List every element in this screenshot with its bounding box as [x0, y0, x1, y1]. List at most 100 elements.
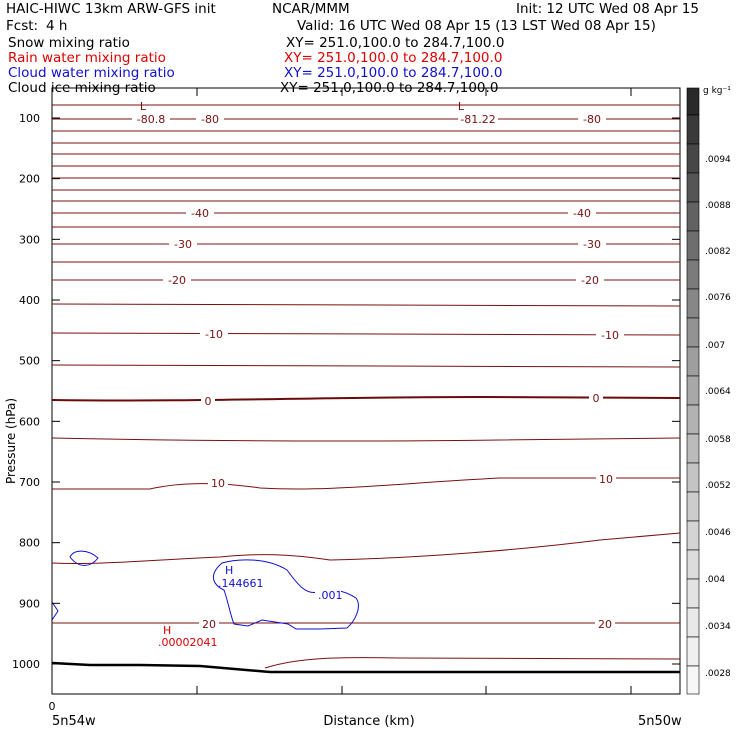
cloud-contour — [51, 601, 59, 621]
field-xy-snow: XY= 251.0,100.0 to 284.7,100.0 — [286, 35, 505, 51]
init-time: Init: 12 UTC Wed 08 Apr 15 — [516, 1, 699, 17]
rain-high-marker: H — [163, 624, 171, 637]
y-tick-label: 700 — [19, 476, 40, 489]
colorbar-seg — [686, 607, 700, 638]
contour-line — [51, 532, 681, 564]
colorbar-seg — [686, 520, 700, 551]
field-name-rain: Rain water mixing ratio — [8, 50, 166, 66]
x-right-location: 5n50w — [638, 714, 682, 729]
colorbar-seg — [686, 172, 700, 203]
forecast-label: Fcst: — [6, 18, 39, 34]
colorbar-seg — [686, 375, 700, 406]
low-marker: L — [458, 100, 465, 113]
colorbar-tick-label: .0094 — [705, 155, 731, 165]
contour-line — [51, 303, 681, 307]
colorbar-seg — [686, 636, 700, 667]
colorbar-tick-label: .0076 — [705, 293, 731, 303]
colorbar-seg — [686, 87, 700, 116]
contour-label: -10 — [601, 329, 619, 342]
cloud-contour — [69, 550, 99, 566]
colorbar-seg — [686, 259, 700, 290]
colorbar-seg — [686, 549, 700, 580]
contour-label: 0 — [205, 395, 212, 408]
contour-label: -40 — [573, 207, 591, 220]
colorbar-seg — [686, 462, 700, 493]
contour-label: -30 — [583, 238, 601, 251]
low-marker: L — [140, 100, 147, 113]
field-name-snow: Snow mixing ratio — [8, 35, 130, 51]
colorbar-tick-label: .0034 — [705, 622, 731, 632]
contour-label: 10 — [599, 473, 613, 486]
colorbar-tick-label: .0082 — [705, 247, 731, 257]
plot-frame — [51, 87, 681, 695]
contour-label: -80 — [583, 113, 601, 126]
cloud-contour-label: .001 — [318, 589, 343, 602]
contour-label: -20 — [581, 274, 599, 287]
colorbar-seg — [686, 433, 700, 464]
y-tick-label: 600 — [19, 415, 40, 428]
cloud-high-value: .144661 — [218, 577, 264, 590]
field-xy-cloud-water: XY= 251.0,100.0 to 284.7,100.0 — [284, 65, 503, 81]
y-tick-label: 1000 — [12, 658, 40, 671]
contour-label: 20 — [598, 618, 612, 631]
surface-line — [51, 661, 680, 674]
colorbar-tick-label: .0088 — [705, 201, 731, 211]
org-label: NCAR/MMM — [272, 1, 350, 17]
colorbar-seg — [686, 143, 700, 174]
colorbar-tick-label: .0058 — [705, 435, 731, 445]
colorbar-seg — [686, 578, 700, 609]
colorbar-tick-label: .007 — [705, 341, 725, 351]
colorbar-unit: g kg⁻¹ — [703, 86, 731, 96]
x-axis-title: Distance (km) — [323, 714, 414, 729]
colorbar-tick-label: .0064 — [705, 387, 731, 397]
y-tick-label: 800 — [19, 537, 40, 550]
contour-line — [264, 657, 681, 669]
x-axis — [51, 88, 632, 694]
contour-line — [51, 332, 681, 336]
y-tick-label: 300 — [19, 233, 40, 246]
colorbar-seg — [686, 665, 700, 695]
colorbar-seg — [686, 404, 700, 435]
colorbar-tick-label: .0046 — [705, 528, 731, 538]
colorbar-tick-label: .0052 — [705, 481, 731, 491]
contour-label: 10 — [211, 477, 225, 490]
x-left-location: 5n54w — [52, 714, 96, 729]
contour-label: -30 — [174, 238, 192, 251]
x-tick-label-zero: 0 — [49, 700, 56, 713]
y-axis-title: Pressure (hPa) — [4, 398, 18, 484]
colorbar-tick-label: .0028 — [705, 669, 731, 679]
y-tick-label: 200 — [19, 173, 40, 186]
field-xy-rain: XY= 251.0,100.0 to 284.7,100.0 — [284, 50, 503, 66]
colorbar-seg — [686, 230, 700, 261]
contour-label: -80 — [201, 113, 219, 126]
contour-label: -80.8 — [137, 113, 165, 126]
contour-label: -81.22 — [460, 113, 495, 126]
contour-label: 20 — [202, 618, 216, 631]
cloud-water-contours — [51, 550, 359, 630]
y-tick-label: 500 — [19, 355, 40, 368]
contour-label: -10 — [205, 328, 223, 341]
rain-high-value: .00002041 — [158, 636, 218, 649]
valid-time: Valid: 16 UTC Wed 08 Apr 15 (13 LST Wed … — [297, 18, 656, 34]
colorbar-seg — [686, 288, 700, 319]
colorbar — [686, 87, 700, 695]
contour-line — [52, 477, 680, 490]
field-name-cloud-water: Cloud water mixing ratio — [8, 65, 175, 81]
colorbar-seg — [686, 317, 700, 348]
colorbar-seg — [686, 346, 700, 377]
freezing-level-contour — [51, 395, 681, 402]
y-tick-label: 900 — [19, 597, 40, 610]
model-title: HAIC-HIWC 13km ARW-GFS init — [6, 1, 216, 17]
colorbar-tick-label: .004 — [705, 575, 725, 585]
contour-label: 0 — [593, 392, 600, 405]
contour-line — [51, 437, 681, 442]
cloud-high-marker: H — [225, 564, 233, 577]
contour-label: -40 — [191, 207, 209, 220]
y-tick-label: 100 — [19, 112, 40, 125]
temperature-contours — [51, 104, 681, 669]
contour-label: -20 — [168, 274, 186, 287]
cloud-contour — [213, 559, 359, 630]
colorbar-seg — [686, 201, 700, 232]
